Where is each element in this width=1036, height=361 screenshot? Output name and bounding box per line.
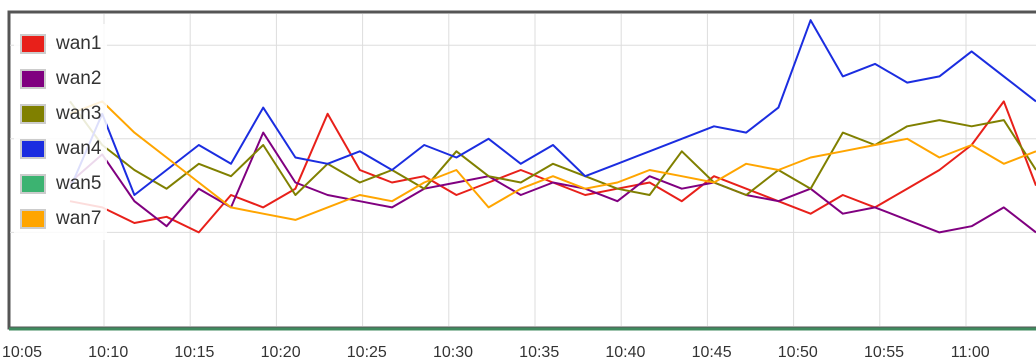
legend-item-wan1[interactable]: wan1 [20, 26, 101, 61]
x-tick-label: 11:00 [951, 344, 990, 361]
gridlines [10, 14, 1036, 326]
legend-swatch [20, 208, 46, 229]
legend: wan1 wan2 wan3 wan4 wan5 wan7 [14, 24, 108, 240]
legend-item-wan3[interactable]: wan3 [20, 96, 101, 131]
legend-swatch [20, 173, 46, 194]
series-line-wan7 [69, 100, 1036, 221]
series-lines [69, 19, 1036, 234]
x-tick-label: 10:50 [778, 344, 818, 361]
legend-swatch [20, 138, 46, 159]
legend-item-wan5[interactable]: wan5 [20, 166, 101, 201]
x-tick-label: 10:15 [174, 344, 214, 361]
legend-label: wan1 [56, 32, 102, 54]
x-tick-label: 10:30 [433, 344, 473, 361]
legend-swatch [20, 103, 46, 124]
legend-item-wan2[interactable]: wan2 [20, 61, 101, 96]
legend-label: wan4 [56, 137, 102, 159]
legend-label: wan3 [56, 102, 102, 124]
legend-item-wan4[interactable]: wan4 [20, 131, 101, 166]
x-tick-labels: 10:05 10:10 10:15 10:20 10:25 10:30 10:35 10:40… [2, 344, 990, 361]
x-tick-label: 10:55 [864, 344, 904, 361]
x-tick-label: 10:25 [347, 344, 387, 361]
x-tick-label: 10:35 [519, 344, 559, 361]
legend-item-wan7[interactable]: wan7 [20, 201, 101, 236]
x-tick-label: 10:40 [605, 344, 645, 361]
legend-swatch [20, 33, 46, 54]
legend-label: wan5 [56, 172, 102, 194]
legend-label: wan2 [56, 67, 102, 89]
legend-swatch [20, 68, 46, 89]
legend-label: wan7 [56, 207, 102, 229]
x-tick-label: 10:45 [692, 344, 732, 361]
series-line-wan4 [69, 19, 1036, 196]
x-tick-label: 10:05 [2, 344, 42, 361]
x-tick-label: 10:20 [261, 344, 301, 361]
x-tick-label: 10:10 [88, 344, 128, 361]
